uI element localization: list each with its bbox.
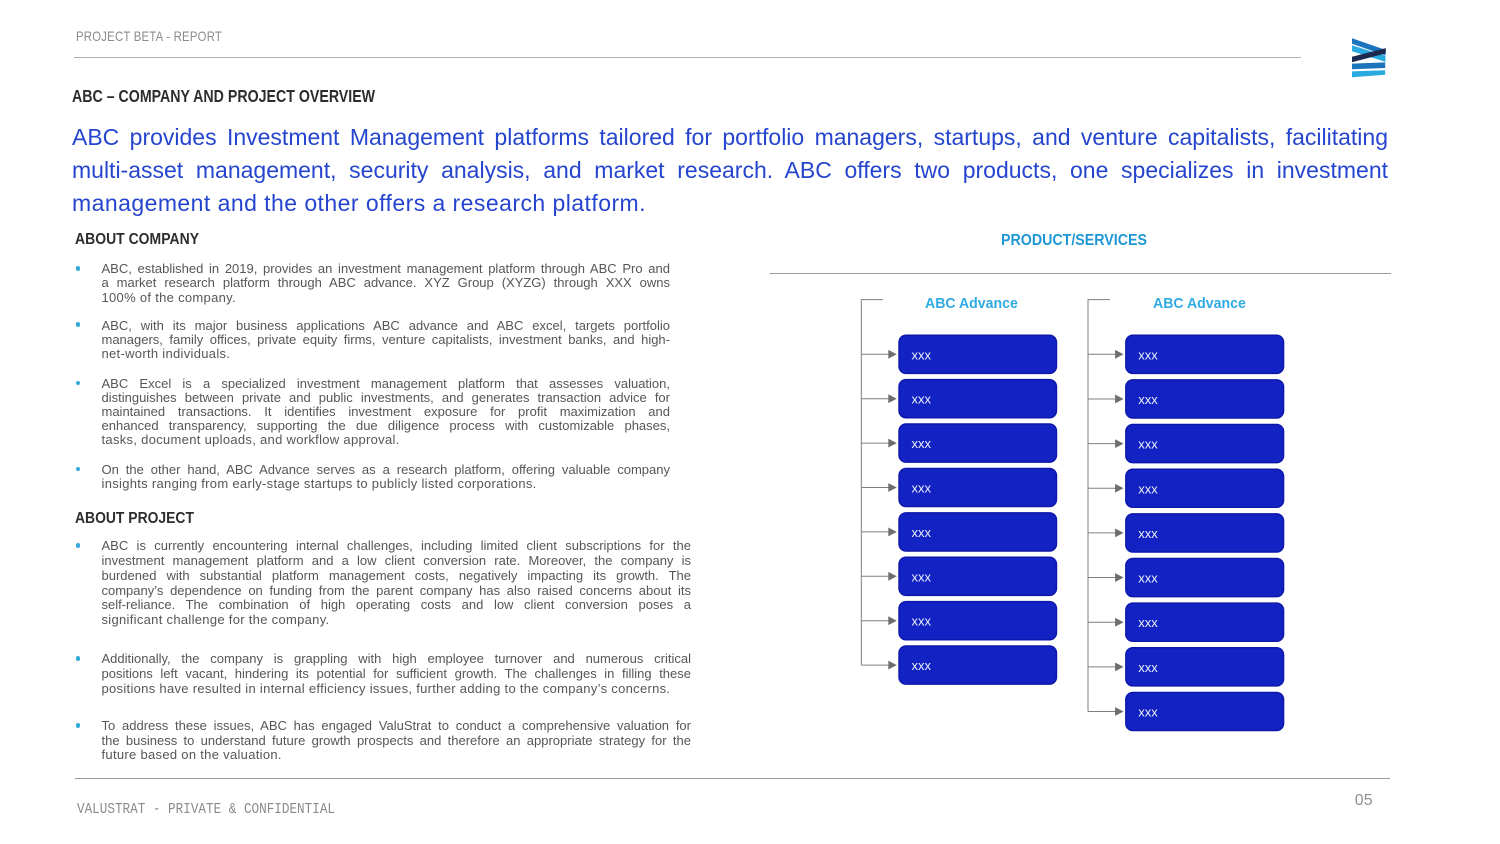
svg-text:xxx: xxx — [1138, 615, 1158, 630]
svg-text:xxx: xxx — [912, 347, 932, 362]
svg-text:xxx: xxx — [912, 436, 932, 451]
svg-text:xxx: xxx — [912, 481, 932, 496]
svg-text:xxx: xxx — [1138, 660, 1158, 675]
svg-text:xxx: xxx — [1138, 705, 1158, 720]
svg-text:xxx: xxx — [1138, 392, 1158, 407]
svg-text:xxx: xxx — [1138, 347, 1158, 362]
svg-text:xxx: xxx — [1138, 571, 1158, 586]
svg-text:xxx: xxx — [912, 569, 932, 584]
svg-text:xxx: xxx — [1138, 481, 1158, 496]
svg-text:xxx: xxx — [912, 525, 932, 540]
svg-text:xxx: xxx — [912, 658, 932, 673]
svg-text:xxx: xxx — [1138, 437, 1158, 452]
svg-text:xxx: xxx — [912, 392, 932, 407]
svg-text:xxx: xxx — [912, 614, 932, 629]
svg-text:xxx: xxx — [1138, 526, 1158, 541]
